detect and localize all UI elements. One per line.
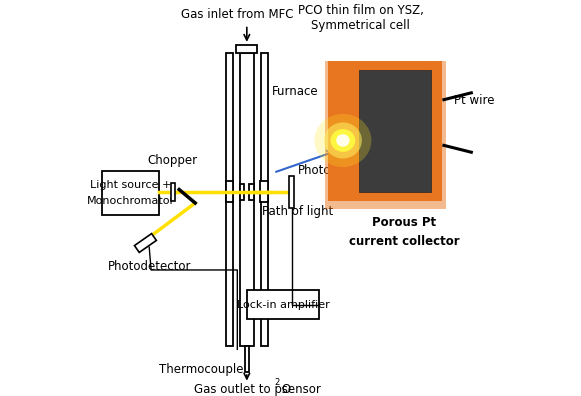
Text: 2: 2: [274, 377, 279, 386]
Bar: [239, 184, 244, 200]
Text: PCO thin film on YSZ,: PCO thin film on YSZ,: [298, 4, 424, 17]
Bar: [245, 346, 249, 372]
Bar: [289, 176, 294, 208]
Ellipse shape: [314, 114, 371, 167]
Bar: [226, 53, 233, 346]
Bar: [359, 70, 431, 192]
Bar: [325, 61, 446, 209]
Bar: [261, 53, 268, 346]
Text: Furnace: Furnace: [271, 85, 318, 97]
Text: Gas inlet from MFC: Gas inlet from MFC: [181, 8, 293, 21]
Bar: [171, 183, 175, 201]
Text: Pt wire: Pt wire: [454, 93, 494, 107]
Polygon shape: [134, 234, 156, 252]
Text: Photodetector: Photodetector: [297, 164, 381, 177]
Text: Gas outlet to pO: Gas outlet to pO: [195, 383, 292, 396]
Text: Photodetector: Photodetector: [107, 261, 191, 274]
Text: Thermocouple: Thermocouple: [159, 363, 243, 376]
Text: Lock-in amplifier: Lock-in amplifier: [236, 300, 329, 310]
Bar: [249, 184, 254, 200]
Text: Light source +: Light source +: [90, 180, 171, 190]
Ellipse shape: [324, 122, 362, 158]
Ellipse shape: [336, 134, 350, 147]
Bar: [240, 53, 254, 346]
Text: sensor: sensor: [278, 383, 321, 396]
Bar: [328, 61, 442, 201]
Bar: [236, 45, 257, 53]
Bar: [247, 291, 319, 319]
Text: Porous Pt: Porous Pt: [372, 217, 436, 229]
Bar: [225, 181, 233, 202]
Ellipse shape: [331, 129, 355, 152]
Text: Path of light: Path of light: [263, 205, 333, 218]
Bar: [260, 181, 268, 202]
Text: current collector: current collector: [349, 235, 460, 248]
Text: Monochromator: Monochromator: [87, 196, 175, 206]
Text: Chopper: Chopper: [148, 154, 198, 168]
Bar: [102, 171, 159, 215]
Text: Symmetrical cell: Symmetrical cell: [311, 19, 410, 32]
